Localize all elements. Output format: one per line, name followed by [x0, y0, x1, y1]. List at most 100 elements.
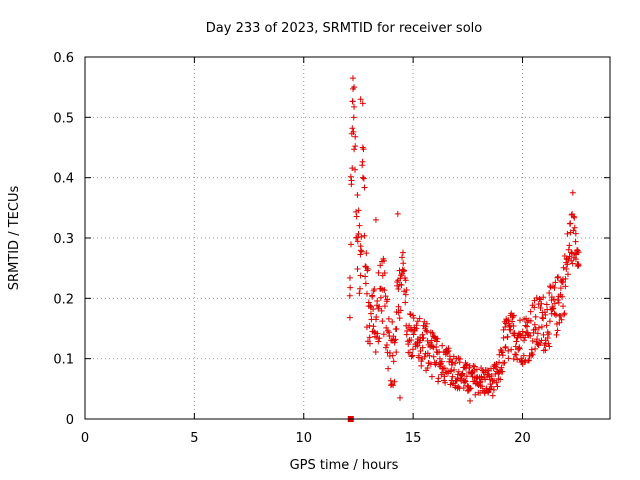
- data-point: [479, 383, 486, 390]
- data-point: [536, 295, 543, 302]
- data-point: [499, 352, 506, 359]
- data-point: [376, 303, 383, 310]
- data-point: [449, 359, 456, 366]
- data-point: [551, 310, 558, 317]
- data-point: [489, 392, 496, 399]
- data-point: [381, 287, 388, 294]
- data-point: [539, 314, 546, 321]
- data-point: [346, 314, 353, 321]
- x-tick-label: 20: [514, 431, 531, 446]
- data-point: [428, 337, 435, 344]
- data-point: [546, 290, 553, 297]
- data-point: [405, 341, 412, 348]
- data-point: [371, 328, 378, 335]
- data-point: [558, 316, 565, 323]
- data-point: [517, 331, 524, 338]
- data-point: [463, 373, 470, 380]
- data-point: [516, 345, 523, 352]
- data-point: [535, 324, 542, 331]
- data-point: [537, 340, 544, 347]
- data-point: [444, 348, 451, 355]
- data-point: [382, 293, 389, 300]
- data-point: [363, 324, 370, 331]
- data-point: [401, 267, 408, 274]
- data-point: [366, 334, 373, 341]
- x-axis-label: GPS time / hours: [290, 458, 399, 473]
- data-point: [522, 334, 529, 341]
- data-point: [377, 294, 384, 301]
- data-point: [522, 322, 529, 329]
- data-point: [554, 297, 561, 304]
- data-point: [383, 341, 390, 348]
- data-point: [497, 376, 504, 383]
- data-point: [505, 347, 512, 354]
- data-point: [568, 249, 575, 256]
- data-point: [354, 266, 361, 273]
- y-tick-label: 0.5: [53, 111, 74, 126]
- data-point: [394, 210, 401, 217]
- y-tick-label: 0.2: [53, 292, 74, 307]
- data-point: [501, 359, 508, 366]
- data-point: [555, 273, 562, 280]
- data-point: [375, 269, 382, 276]
- y-axis-label: SRMTID / TECUs: [7, 186, 22, 291]
- data-point: [449, 373, 456, 380]
- data-point: [512, 351, 519, 358]
- y-tick-label: 0.4: [53, 172, 74, 187]
- data-point: [572, 238, 579, 245]
- data-point: [460, 385, 467, 392]
- data-point: [356, 285, 363, 292]
- data-point: [442, 379, 449, 386]
- y-tick-label: 0: [66, 413, 74, 428]
- data-point: [428, 373, 435, 380]
- data-point: [391, 378, 398, 385]
- data-point: [409, 346, 416, 353]
- data-point: [354, 234, 361, 241]
- data-point: [398, 282, 405, 289]
- data-point: [347, 173, 354, 180]
- data-point: [481, 390, 488, 397]
- data-point: [447, 368, 454, 375]
- data-point: [528, 352, 535, 359]
- data-point: [572, 230, 579, 237]
- data-point: [356, 222, 363, 229]
- data-point: [552, 279, 559, 286]
- data-point: [512, 343, 519, 350]
- data-point: [557, 285, 564, 292]
- data-point: [415, 352, 422, 359]
- data-point: [563, 265, 570, 272]
- data-point: [483, 385, 490, 392]
- data-point: [568, 257, 575, 264]
- data-point: [400, 260, 407, 267]
- data-point: [385, 315, 392, 322]
- x-tick-label: 5: [190, 431, 198, 446]
- data-point: [357, 96, 364, 103]
- data-point: [353, 213, 360, 220]
- data-point: [372, 348, 379, 355]
- data-point: [537, 296, 544, 303]
- data-point: [392, 336, 399, 343]
- data-point: [534, 330, 541, 337]
- data-point: [390, 358, 397, 365]
- data-point: [420, 334, 427, 341]
- data-point: [395, 303, 402, 310]
- data-point: [366, 322, 373, 329]
- data-point: [544, 334, 551, 341]
- data-point: [476, 379, 483, 386]
- data-point: [488, 383, 495, 390]
- data-point: [369, 293, 376, 300]
- data-point: [359, 158, 366, 165]
- data-point: [553, 331, 560, 338]
- data-point: [370, 306, 377, 313]
- data-point: [384, 327, 391, 334]
- data-point: [397, 394, 403, 401]
- data-point: [358, 233, 365, 240]
- data-point: [399, 249, 406, 256]
- data-point: [561, 310, 568, 317]
- data-point: [462, 378, 469, 385]
- data-point: [529, 338, 536, 345]
- data-point: [504, 333, 511, 340]
- data-point: [413, 322, 420, 329]
- data-point: [376, 335, 383, 342]
- data-point: [533, 294, 540, 301]
